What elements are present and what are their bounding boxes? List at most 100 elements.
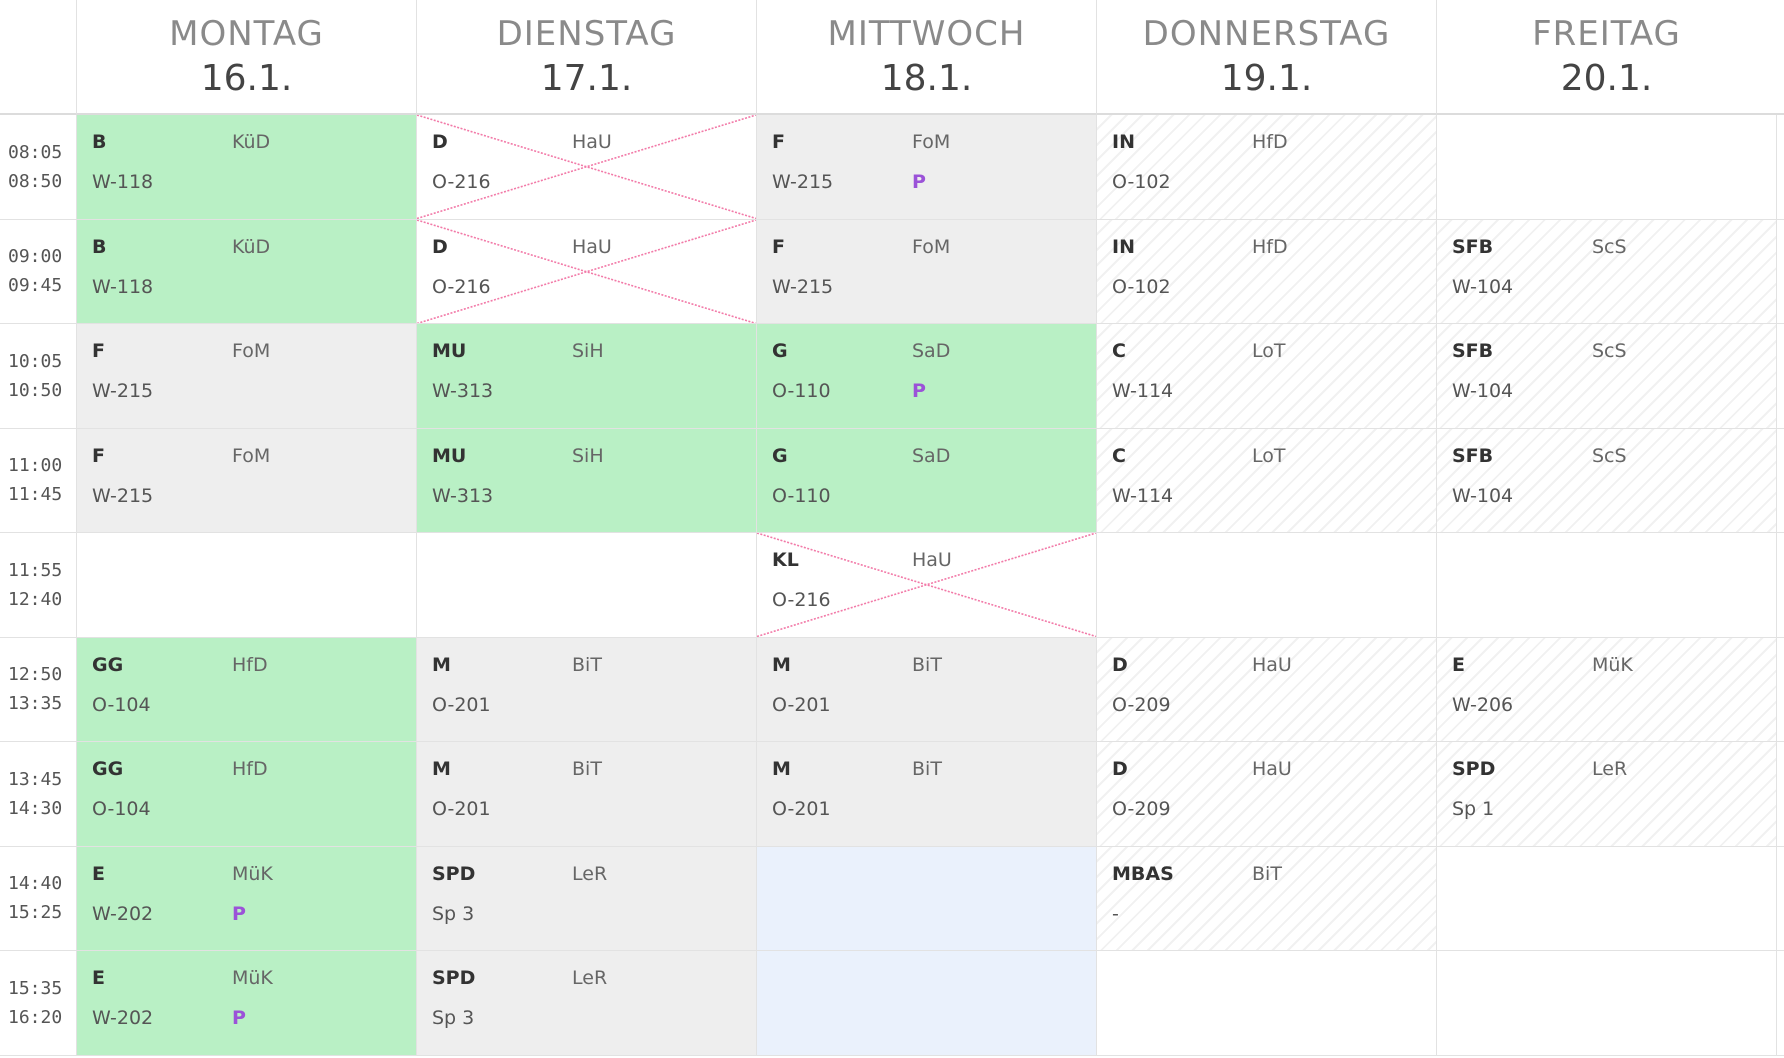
period-time: 11:55 12:40 <box>0 533 76 638</box>
lesson-teacher: HaU <box>912 549 952 571</box>
lesson-teacher: SiH <box>572 340 604 362</box>
lesson-room: W-215 <box>772 275 834 298</box>
lesson-teacher: ScS <box>1592 444 1627 467</box>
lesson-cell[interactable]: C LoT W-114 <box>1096 428 1436 533</box>
lesson-cell[interactable]: B KüD W-118 <box>76 115 416 220</box>
lesson-cell[interactable]: F FoM W-215 <box>76 428 416 533</box>
period-time: 13:45 14:30 <box>0 742 76 847</box>
lesson-subject: D <box>1112 653 1128 676</box>
period-time: 15:35 16:20 <box>0 951 76 1056</box>
lesson-cell[interactable]: GG HfD O-104 <box>76 637 416 742</box>
lesson-cell[interactable]: SFB ScS W-104 <box>1436 428 1776 533</box>
period-start: 08:05 <box>8 141 63 163</box>
lesson-cell[interactable]: MBAS BiT - <box>1096 846 1436 951</box>
day-header: DIENSTAG 17.1. <box>416 0 756 115</box>
lesson-cell[interactable]: SPD LeR Sp 1 <box>1436 742 1776 847</box>
period-time: 14:40 15:25 <box>0 847 76 951</box>
lesson-cell[interactable]: M BiT O-201 <box>416 742 756 847</box>
grid-edge <box>1776 428 1784 533</box>
lesson-teacher: LoT <box>1252 340 1286 362</box>
grid-edge <box>1776 533 1784 638</box>
lesson-cell[interactable]: F FoM W-215 P <box>756 115 1096 220</box>
lesson-teacher: ScS <box>1592 340 1627 362</box>
day-date: 18.1. <box>880 58 973 99</box>
lesson-cell[interactable]: M BiT O-201 <box>756 742 1096 847</box>
lesson-teacher: BiT <box>912 653 942 676</box>
empty-cell <box>416 533 756 638</box>
lesson-cell[interactable]: D HaU O-216 <box>416 219 756 324</box>
lesson-cell[interactable]: IN HfD O-102 <box>1096 219 1436 324</box>
lesson-cell[interactable]: F FoM W-215 <box>76 324 416 429</box>
lesson-room: O-209 <box>1112 693 1171 716</box>
lesson-cell[interactable]: SPD LeR Sp 3 <box>416 846 756 951</box>
p-marker: P <box>912 380 926 402</box>
lesson-teacher: HfD <box>232 653 268 676</box>
lesson-cell[interactable]: F FoM W-215 <box>756 219 1096 324</box>
lesson-subject: MBAS <box>1112 862 1174 885</box>
lesson-teacher: LeR <box>572 862 608 885</box>
period-end: 12:40 <box>8 588 63 610</box>
lesson-cell[interactable]: E MüK W-202 P <box>76 846 416 951</box>
lesson-cell[interactable]: M BiT O-201 <box>756 637 1096 742</box>
lesson-cell[interactable]: D HaU O-209 <box>1096 742 1436 847</box>
lesson-cell[interactable]: IN HfD O-102 <box>1096 115 1436 220</box>
lesson-subject: MU <box>432 444 467 467</box>
day-header: MONTAG 16.1. <box>76 0 416 115</box>
lesson-subject: B <box>92 235 107 258</box>
lesson-teacher: SiH <box>572 444 604 467</box>
day-name: DIENSTAG <box>496 14 677 54</box>
lesson-cell[interactable]: MU SiH W-313 <box>416 428 756 533</box>
lesson-cell[interactable]: GG HfD O-104 <box>76 742 416 847</box>
lesson-teacher: ScS <box>1592 235 1627 258</box>
empty-cell <box>1096 533 1436 638</box>
lesson-cell[interactable]: G SaD O-110 P <box>756 324 1096 429</box>
lesson-subject: MU <box>432 340 467 362</box>
lesson-cell[interactable]: KL HaU O-216 <box>756 533 1096 638</box>
lesson-subject: E <box>92 967 105 989</box>
period-end: 15:25 <box>8 902 63 924</box>
day-name: MONTAG <box>169 14 324 54</box>
grid-edge <box>1776 637 1784 742</box>
corner-cell <box>0 0 76 115</box>
lesson-room: O-110 <box>772 380 831 402</box>
lesson-cell[interactable]: E MüK W-206 <box>1436 637 1776 742</box>
lesson-room: Sp 1 <box>1452 798 1495 820</box>
lesson-room: W-215 <box>772 171 834 193</box>
lesson-cell[interactable]: SFB ScS W-104 <box>1436 219 1776 324</box>
lesson-teacher: HfD <box>1252 235 1288 258</box>
lesson-room: O-201 <box>772 693 831 716</box>
lesson-cell[interactable]: G SaD O-110 <box>756 428 1096 533</box>
period-start: 11:00 <box>8 455 63 477</box>
lesson-cell[interactable]: SPD LeR Sp 3 <box>416 951 756 1056</box>
lesson-subject: SFB <box>1452 340 1494 362</box>
empty-cell <box>1096 951 1436 1056</box>
lesson-teacher: FoM <box>232 444 271 467</box>
empty-cell <box>76 533 416 638</box>
lesson-room: Sp 3 <box>432 1007 475 1029</box>
lesson-cell[interactable]: B KüD W-118 <box>76 219 416 324</box>
p-marker: P <box>912 171 926 193</box>
lesson-cell[interactable]: D HaU O-209 <box>1096 637 1436 742</box>
lesson-cell[interactable]: MU SiH W-313 <box>416 324 756 429</box>
lesson-teacher: SaD <box>912 444 951 467</box>
lesson-subject: G <box>772 444 788 467</box>
period-start: 14:40 <box>8 873 63 895</box>
lesson-room: W-313 <box>432 484 494 507</box>
lesson-subject: C <box>1112 340 1126 362</box>
lesson-teacher: BiT <box>572 758 602 780</box>
lesson-room: W-104 <box>1452 275 1514 298</box>
lesson-cell[interactable]: D HaU O-216 <box>416 115 756 220</box>
lesson-cell[interactable]: SFB ScS W-104 <box>1436 324 1776 429</box>
lesson-teacher: BiT <box>572 653 602 676</box>
lesson-cell[interactable]: E MüK W-202 P <box>76 951 416 1056</box>
cancelled-cross-icon <box>757 533 1096 637</box>
lesson-cell[interactable]: C LoT W-114 <box>1096 324 1436 429</box>
lesson-cell[interactable]: M BiT O-201 <box>416 637 756 742</box>
lesson-room: O-104 <box>92 798 151 820</box>
day-date: 20.1. <box>1560 58 1653 99</box>
lesson-subject: IN <box>1112 131 1135 153</box>
day-header: MITTWOCH 18.1. <box>756 0 1096 115</box>
day-name: MITTWOCH <box>827 14 1026 54</box>
lesson-room: O-216 <box>432 275 491 298</box>
period-start: 15:35 <box>8 977 63 999</box>
